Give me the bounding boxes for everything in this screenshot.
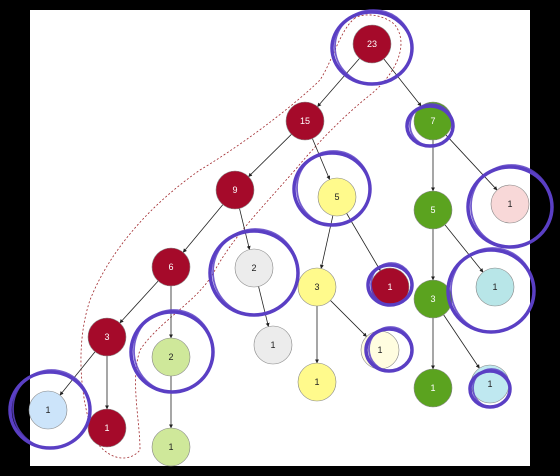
edge-n3r-n1blue	[59, 351, 96, 396]
highlight-ring-stroke-n2gray	[212, 228, 299, 316]
highlight-ring-stroke-n5y	[296, 150, 371, 226]
node-circle	[297, 267, 337, 307]
node-circle	[475, 267, 515, 307]
node-n3y[interactable]: 3	[297, 267, 337, 307]
node-n15[interactable]: 15	[285, 101, 325, 141]
node-label: 1	[45, 405, 50, 415]
node-label: 15	[300, 116, 310, 126]
node-n2gray[interactable]: 2	[234, 248, 274, 288]
node-n3g[interactable]: 3	[413, 279, 453, 319]
node-n6[interactable]: 6	[151, 247, 191, 287]
edge-n2gray-n1gray	[258, 286, 270, 327]
highlight-ring-stroke-n7	[409, 103, 454, 147]
node-label: 1	[507, 199, 512, 209]
node-n1teal[interactable]: 1	[475, 267, 515, 307]
edge-n5y-n1red_mid	[346, 213, 381, 271]
node-n1blue[interactable]: 1	[28, 390, 68, 430]
node-n1lg[interactable]: 1	[151, 427, 191, 467]
node-n5g[interactable]: 5	[413, 190, 453, 230]
node-label: 1	[168, 442, 173, 452]
edge-n15-n5y	[312, 138, 331, 180]
node-circle	[234, 248, 274, 288]
dashed-outline	[80, 14, 402, 459]
edge-n9-n6	[182, 204, 224, 253]
node-n1red_low[interactable]: 1	[87, 408, 127, 448]
edge-n3g-n1lteal	[443, 314, 480, 369]
edge-n23-n7	[383, 58, 422, 107]
node-circle	[490, 184, 530, 224]
node-n23[interactable]: 23	[352, 24, 392, 64]
edge-n9-n2gray	[239, 208, 251, 250]
edges	[59, 58, 498, 429]
node-label: 2	[168, 352, 173, 362]
node-n1g[interactable]: 1	[413, 368, 453, 408]
highlight-ring-stroke-n1cream	[368, 326, 413, 372]
node-circle	[87, 317, 127, 357]
node-label: 1	[387, 282, 392, 292]
node-n1pink[interactable]: 1	[490, 184, 530, 224]
node-n1gray[interactable]: 1	[253, 325, 293, 365]
highlight-ring-stroke-n1pink	[470, 164, 553, 248]
node-n1y[interactable]: 1	[297, 362, 337, 402]
edge-n7-n1pink	[445, 134, 498, 191]
node-circle	[317, 177, 357, 217]
node-label: 7	[430, 116, 435, 126]
node-label: 9	[232, 185, 237, 195]
highlight-ring-stroke-n2lg	[133, 309, 214, 393]
highlight-ring-stroke-n1blue	[12, 369, 91, 449]
node-circle	[413, 368, 453, 408]
node-circle	[253, 325, 293, 365]
highlight-rings	[8, 9, 554, 450]
node-label: 1	[270, 340, 275, 350]
node-label: 1	[314, 377, 319, 387]
node-label: 1	[492, 282, 497, 292]
node-n5y[interactable]: 5	[317, 177, 357, 217]
edge-n3y-n1cream	[330, 300, 367, 337]
edge-n6-n3r	[119, 280, 159, 324]
node-n3r[interactable]: 3	[87, 317, 127, 357]
node-n9[interactable]: 9	[215, 170, 255, 210]
highlight-ring-stroke-n23	[334, 9, 413, 85]
node-circle	[151, 427, 191, 467]
node-circle	[297, 362, 337, 402]
node-circle	[151, 247, 191, 287]
node-label: 5	[430, 205, 435, 215]
node-circle	[87, 408, 127, 448]
node-label: 23	[367, 39, 377, 49]
node-circle	[413, 190, 453, 230]
highlight-ring-stroke-n1red_mid	[370, 262, 413, 306]
node-label: 1	[377, 345, 382, 355]
node-n2lg[interactable]: 2	[151, 337, 191, 377]
node-label: 6	[168, 262, 173, 272]
node-circle	[28, 390, 68, 430]
node-circle	[215, 170, 255, 210]
highlight-ring-stroke-n1lteal	[472, 368, 511, 408]
node-label: 3	[314, 282, 319, 292]
node-label: 2	[251, 263, 256, 273]
highlight-ring-stroke-n1teal	[450, 247, 535, 333]
edge-n15-n9	[248, 134, 292, 177]
node-label: 3	[104, 332, 109, 342]
node-circle	[285, 101, 325, 141]
node-label: 1	[430, 383, 435, 393]
node-circle	[352, 24, 392, 64]
edge-n5g-n1teal	[444, 224, 484, 273]
node-label: 1	[104, 423, 109, 433]
node-label: 5	[334, 192, 339, 202]
edge-n23-n15	[317, 58, 360, 107]
node-label: 3	[430, 294, 435, 304]
node-circle	[151, 337, 191, 377]
node-label: 1	[487, 379, 492, 389]
